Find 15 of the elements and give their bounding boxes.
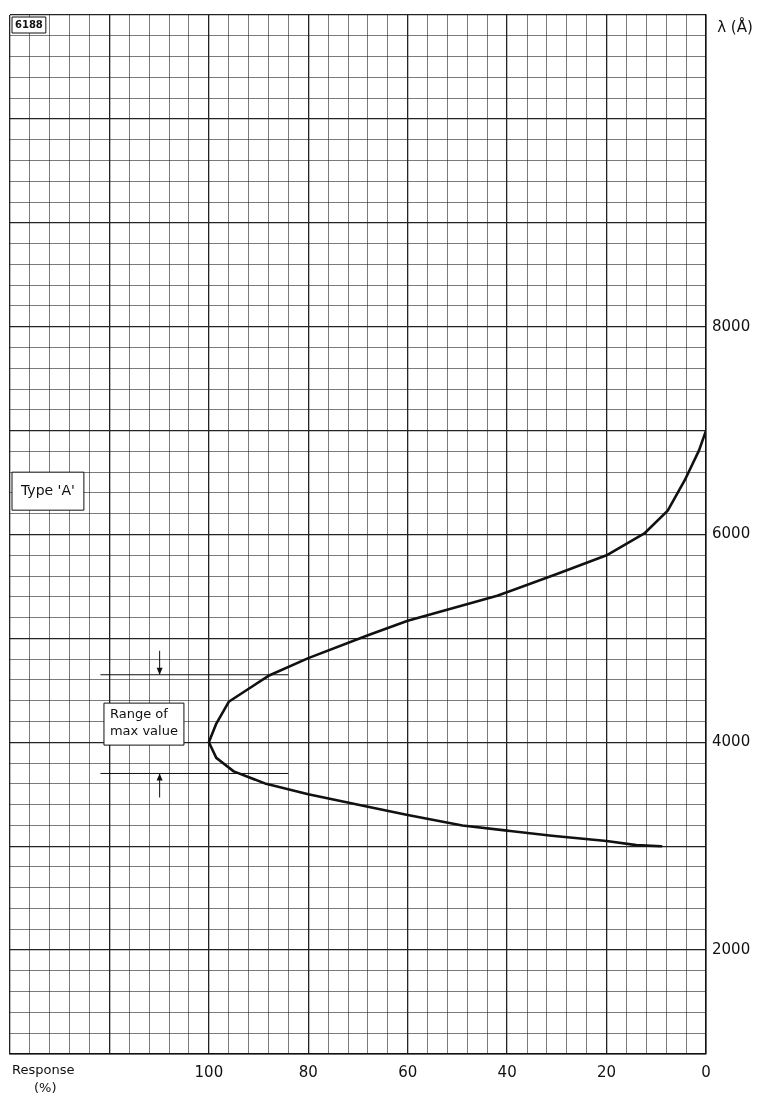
x-tick-label: 0 — [701, 1062, 711, 1081]
x-tick-label: 100 — [194, 1062, 224, 1081]
x-axis-title: Response (%) — [12, 1061, 75, 1095]
y-tick-label: 4000 — [712, 732, 751, 751]
x-tick-label: 40 — [497, 1062, 517, 1081]
annotation: Range of max value — [109, 705, 178, 738]
y-tick-label: 2000 — [712, 939, 751, 958]
x-tick-label: 60 — [398, 1062, 418, 1081]
annotation: Type 'A' — [20, 481, 75, 498]
y-axis-title: λ (Å) — [717, 17, 753, 37]
x-tick-label: 20 — [597, 1062, 617, 1081]
annotation: 6188 — [14, 18, 43, 30]
x-tick-label: 80 — [298, 1062, 318, 1081]
y-tick-label: 8000 — [712, 316, 751, 335]
y-tick-label: 6000 — [712, 524, 751, 543]
